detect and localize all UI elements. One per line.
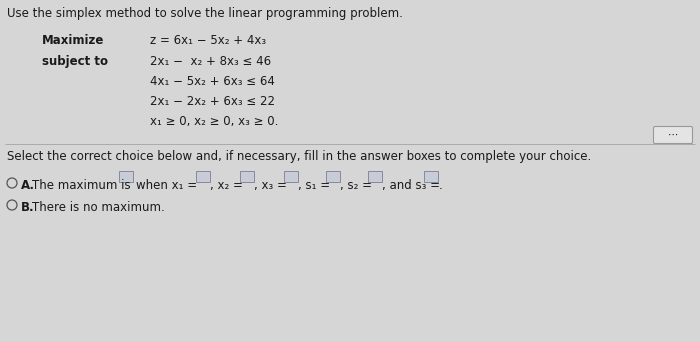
Text: ⋯: ⋯ (668, 130, 678, 140)
FancyBboxPatch shape (196, 171, 210, 182)
Text: Maximize: Maximize (42, 34, 104, 47)
Text: 2x₁ −  x₂ + 8x₃ ≤ 46: 2x₁ − x₂ + 8x₃ ≤ 46 (150, 55, 271, 68)
FancyBboxPatch shape (326, 171, 340, 182)
Text: A.: A. (21, 179, 35, 192)
Text: , and s₃ =: , and s₃ = (382, 179, 440, 192)
FancyBboxPatch shape (368, 171, 382, 182)
Text: The maximum is: The maximum is (32, 179, 131, 192)
Text: subject to: subject to (42, 55, 108, 68)
Text: , s₁ =: , s₁ = (298, 179, 330, 192)
FancyBboxPatch shape (240, 171, 254, 182)
Text: 2x₁ − 2x₂ + 6x₃ ≤ 22: 2x₁ − 2x₂ + 6x₃ ≤ 22 (150, 95, 275, 108)
Text: , x₃ =: , x₃ = (254, 179, 287, 192)
Text: z = 6x₁ − 5x₂ + 4x₃: z = 6x₁ − 5x₂ + 4x₃ (150, 34, 266, 47)
Circle shape (7, 178, 17, 188)
Text: There is no maximum.: There is no maximum. (32, 201, 164, 214)
FancyBboxPatch shape (284, 171, 298, 182)
Circle shape (7, 200, 17, 210)
Text: Select the correct choice below and, if necessary, fill in the answer boxes to c: Select the correct choice below and, if … (7, 150, 592, 163)
Text: 4x₁ − 5x₂ + 6x₃ ≤ 64: 4x₁ − 5x₂ + 6x₃ ≤ 64 (150, 75, 275, 88)
Text: , x₂ =: , x₂ = (210, 179, 243, 192)
FancyBboxPatch shape (654, 127, 692, 144)
Text: , s₂ =: , s₂ = (340, 179, 372, 192)
Text: Use the simplex method to solve the linear programming problem.: Use the simplex method to solve the line… (7, 7, 403, 20)
Text: B.: B. (21, 201, 34, 214)
Text: x₁ ≥ 0, x₂ ≥ 0, x₃ ≥ 0.: x₁ ≥ 0, x₂ ≥ 0, x₃ ≥ 0. (150, 115, 279, 128)
FancyBboxPatch shape (119, 171, 133, 182)
Text: .: . (439, 179, 442, 192)
Text: when x₁ =: when x₁ = (136, 179, 197, 192)
FancyBboxPatch shape (424, 171, 438, 182)
